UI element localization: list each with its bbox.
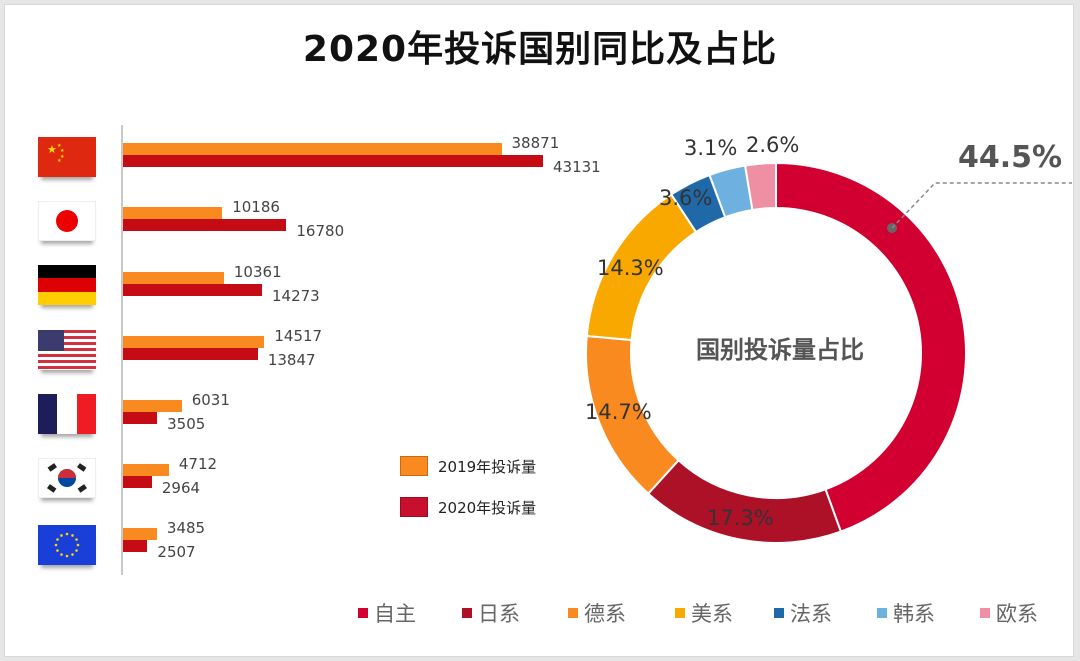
data-label-germany-2020: 14273 bbox=[271, 287, 320, 305]
svg-text:★: ★ bbox=[60, 154, 65, 160]
bar-eu-2019 bbox=[123, 528, 157, 540]
legend-label: 日系 bbox=[478, 602, 520, 626]
flag-usa-icon bbox=[38, 330, 96, 370]
data-label-japan-2019: 10186 bbox=[232, 198, 280, 216]
donut-legend-item: 法系 bbox=[774, 598, 832, 628]
donut-legend-item: 德系 bbox=[568, 598, 626, 628]
flag-eu-icon bbox=[38, 525, 96, 565]
bar-eu-2020 bbox=[123, 540, 148, 552]
callout-label: 44.5% bbox=[958, 140, 1063, 175]
y-axis-line bbox=[121, 125, 123, 575]
legend-label-2020: 2020年投诉量 bbox=[438, 499, 537, 517]
svg-text:★: ★ bbox=[60, 148, 65, 154]
bar-japan-2019 bbox=[123, 207, 223, 219]
slice-label-japanese: 17.3% bbox=[707, 506, 774, 530]
donut-slice-0 bbox=[775, 161, 967, 533]
bar-korea-2020 bbox=[123, 476, 152, 488]
donut-legend-item: 欧系 bbox=[980, 598, 1038, 628]
donut-legend-item: 韩系 bbox=[877, 598, 935, 628]
legend-label: 自主 bbox=[374, 602, 416, 626]
data-label-eu-2020: 2507 bbox=[157, 543, 196, 561]
data-label-japan-2020: 16780 bbox=[296, 222, 345, 240]
bar-france-2020 bbox=[123, 412, 158, 424]
data-label-china-2020: 43131 bbox=[553, 158, 601, 176]
data-label-france-2020: 3505 bbox=[167, 415, 206, 433]
legend-label: 欧系 bbox=[996, 602, 1038, 626]
chart-canvas bbox=[4, 4, 1074, 657]
bar-germany-2020 bbox=[123, 284, 262, 296]
bar-korea-2019 bbox=[123, 464, 169, 476]
svg-text:★: ★ bbox=[57, 158, 62, 164]
flag-germany-icon bbox=[38, 265, 96, 305]
chart-title: 2020年投诉国别同比及占比 bbox=[302, 29, 778, 70]
data-label-korea-2020: 2964 bbox=[161, 479, 201, 497]
data-label-usa-2020: 13847 bbox=[267, 351, 316, 369]
donut-slice-1 bbox=[646, 458, 843, 544]
legend-swatch-2020 bbox=[400, 497, 428, 517]
donut-slice-6 bbox=[743, 161, 777, 212]
bar-china-2020 bbox=[123, 155, 543, 167]
slice-label-french: 3.6% bbox=[659, 186, 713, 210]
donut-center-label: 国别投诉量占比 bbox=[696, 336, 864, 364]
data-label-korea-2019: 4712 bbox=[178, 455, 218, 473]
legend-label: 美系 bbox=[691, 602, 733, 626]
slice-label-korean: 3.1% bbox=[684, 136, 738, 160]
legend-swatch bbox=[675, 608, 685, 618]
slice-label-european: 2.6% bbox=[746, 133, 800, 157]
slice-label-american: 14.3% bbox=[597, 256, 664, 280]
bar-france-2019 bbox=[123, 400, 182, 412]
data-label-china-2019: 38871 bbox=[511, 134, 560, 152]
data-label-usa-2019: 14517 bbox=[274, 327, 323, 345]
data-label-france-2019: 6031 bbox=[191, 391, 230, 409]
legend-label: 法系 bbox=[790, 602, 832, 626]
bar-china-2019 bbox=[123, 143, 502, 155]
legend-label: 韩系 bbox=[893, 602, 935, 626]
donut-legend-item: 日系 bbox=[462, 598, 520, 628]
donut-legend-item: 美系 bbox=[675, 598, 733, 628]
legend-label: 德系 bbox=[584, 602, 626, 626]
bar-usa-2020 bbox=[123, 348, 258, 360]
flag-china-icon: ★ ★ ★ ★ ★ bbox=[38, 137, 96, 177]
legend-swatch bbox=[877, 608, 887, 618]
svg-text:★: ★ bbox=[47, 143, 57, 156]
data-label-eu-2019: 3485 bbox=[166, 519, 206, 537]
legend-swatch bbox=[358, 608, 368, 618]
svg-text:★: ★ bbox=[57, 143, 62, 149]
flag-korea-icon bbox=[37, 457, 97, 499]
legend-swatch bbox=[980, 608, 990, 618]
legend-swatch bbox=[462, 608, 472, 618]
legend-swatch bbox=[774, 608, 784, 618]
slice-label-german: 14.7% bbox=[585, 400, 652, 424]
flag-france-icon bbox=[38, 394, 96, 434]
legend-swatch bbox=[568, 608, 578, 618]
bar-japan-2020 bbox=[123, 219, 287, 231]
flag-japan-icon bbox=[37, 200, 97, 242]
legend-label-2019: 2019年投诉量 bbox=[438, 458, 537, 476]
donut-legend-item: 自主 bbox=[358, 598, 416, 628]
data-label-germany-2019: 10361 bbox=[233, 263, 282, 281]
bar-usa-2019 bbox=[123, 336, 265, 348]
bar-germany-2019 bbox=[123, 272, 224, 284]
legend-swatch-2019 bbox=[400, 456, 428, 476]
callout-line bbox=[891, 182, 1072, 229]
